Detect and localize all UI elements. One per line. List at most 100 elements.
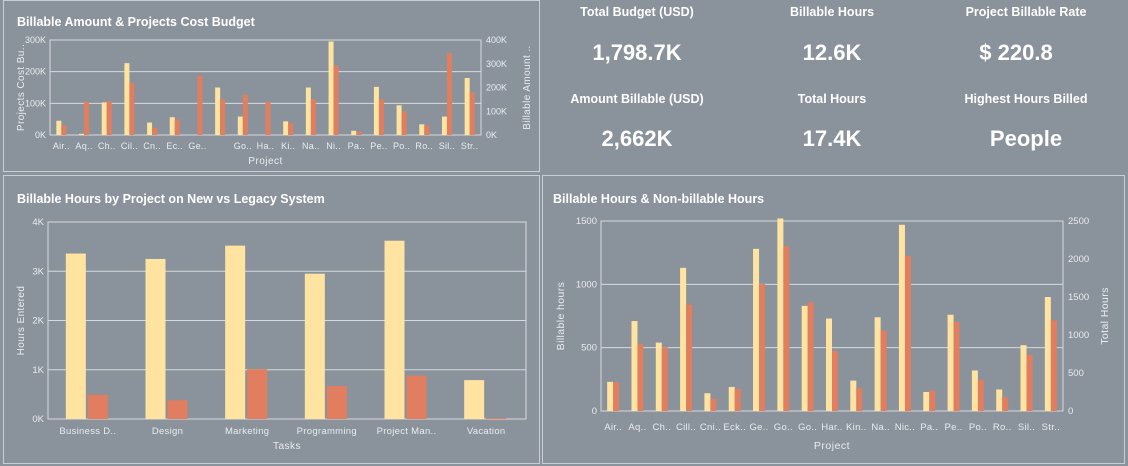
bar — [396, 105, 402, 135]
x-tick-label: Ro.. — [415, 141, 433, 151]
bar — [351, 130, 357, 135]
bar — [947, 314, 954, 411]
kpi-label-billable-rate: Project Billable Rate — [965, 5, 1087, 19]
bar — [406, 375, 427, 419]
y2-tick-label: 400K — [486, 35, 507, 45]
bar — [147, 122, 153, 135]
x-tick-label: Project Man.. — [377, 426, 437, 437]
bar — [424, 125, 430, 135]
x-tick-label: Ge.. — [188, 141, 206, 151]
bar — [356, 131, 362, 135]
x-tick-label: Po.. — [969, 422, 987, 433]
x-tick-label: Po.. — [393, 141, 410, 151]
x-tick-label: Ge.. — [749, 422, 768, 433]
hours-by-task-chart: 0K 1K 2K 3K 4K Business D.. Design Marketing Pro… — [16, 217, 527, 452]
plot-frame — [47, 221, 527, 420]
bar — [169, 117, 175, 135]
x-tick-label: Na.. — [871, 422, 890, 433]
x-tick-label: Design — [152, 426, 183, 437]
bar — [65, 253, 86, 419]
bar — [145, 258, 166, 419]
x-tick-label: Ro.. — [993, 422, 1012, 433]
bar — [328, 41, 334, 135]
x-tick-label: Go.. — [798, 422, 817, 433]
bar — [874, 317, 881, 411]
y-tick-label: 1500 — [576, 216, 597, 227]
bar — [247, 369, 268, 419]
kpi-value-amount-billable: 2,662K — [601, 126, 673, 151]
bar — [106, 101, 112, 135]
bar — [801, 305, 808, 411]
bar — [326, 386, 347, 419]
bar — [283, 121, 289, 135]
y-axis-title: Billable hours — [555, 282, 567, 351]
y-tick-label: 100K — [25, 98, 46, 108]
bar — [288, 123, 294, 135]
bar — [680, 267, 687, 411]
bar — [124, 63, 130, 135]
kpi-panel: Total Budget (USD) 1,798.7K Billable Hou… — [542, 0, 1125, 172]
bar — [856, 388, 863, 411]
x-tick-label: Pe.. — [945, 422, 963, 433]
y-tick-label: 1K — [32, 365, 44, 376]
bar — [1044, 297, 1051, 411]
kpi-value-total-hours: 17.4K — [802, 126, 862, 151]
bar — [167, 400, 188, 419]
x-tick-label: Air.. — [53, 141, 70, 151]
x-tick-label: Programming — [297, 426, 357, 437]
bar — [686, 304, 693, 411]
bar — [923, 392, 930, 411]
bar — [464, 380, 485, 419]
y-tick-label: 1000 — [576, 279, 597, 290]
bar — [401, 111, 407, 135]
x-tick-label: Ni.. — [326, 141, 341, 151]
y2-tick-label: 0K — [486, 130, 497, 140]
kpi-label-highest-hours: Highest Hours Billed — [964, 92, 1088, 106]
bar — [373, 86, 379, 135]
y-axis-title: Hours Entered — [16, 286, 27, 356]
kpi-value-highest-hours: People — [989, 126, 1063, 151]
y-tick-label: 0K — [32, 414, 44, 425]
y2-axis-title: Total Hours — [1099, 287, 1111, 345]
x-tick-label: Vacation — [467, 426, 506, 437]
x-tick-label: Cni.. — [700, 422, 721, 433]
bar — [101, 102, 107, 135]
bar — [904, 255, 911, 411]
x-tick-label: Pa.. — [920, 422, 938, 433]
x-tick-label: Ha.. — [257, 141, 275, 151]
bar — [637, 344, 644, 411]
bar — [469, 92, 475, 135]
bar — [446, 53, 452, 135]
bar — [79, 133, 85, 135]
y-tick-label: 4K — [32, 217, 44, 228]
billable-nonbillable-title: Billable Hours & Non-billable Hours — [553, 192, 765, 206]
kpi-value-billable-hours: 12.6K — [802, 40, 862, 65]
bar — [728, 386, 735, 411]
y2-tick-label: 1000 — [1068, 330, 1089, 341]
bar — [174, 119, 180, 135]
x-tick-label: Eck.. — [723, 422, 746, 433]
bar — [61, 125, 67, 135]
bar — [631, 321, 638, 411]
y2-tick-label: 100K — [486, 106, 507, 116]
x-tick-label: Business D.. — [59, 426, 116, 437]
bar — [304, 273, 325, 419]
bar — [384, 240, 405, 419]
y-tick-label: 0K — [35, 130, 46, 140]
y-tick-label: 3K — [32, 266, 44, 277]
y2-tick-label: 500 — [1068, 368, 1084, 379]
bar — [971, 370, 978, 411]
bar — [850, 380, 857, 411]
bar — [486, 418, 507, 419]
bar — [378, 99, 384, 135]
bar — [655, 342, 662, 411]
bar — [333, 65, 339, 135]
x-tick-label: Sil.. — [1018, 422, 1035, 433]
x-tick-label: Str.. — [461, 141, 479, 151]
bar — [1020, 345, 1027, 411]
bar — [1050, 320, 1057, 411]
x-tick-label: Ec.. — [166, 141, 183, 151]
kpi-label-total-budget: Total Budget (USD) — [580, 5, 694, 19]
bar — [832, 350, 838, 411]
x-tick-label: Go.. — [234, 141, 252, 151]
